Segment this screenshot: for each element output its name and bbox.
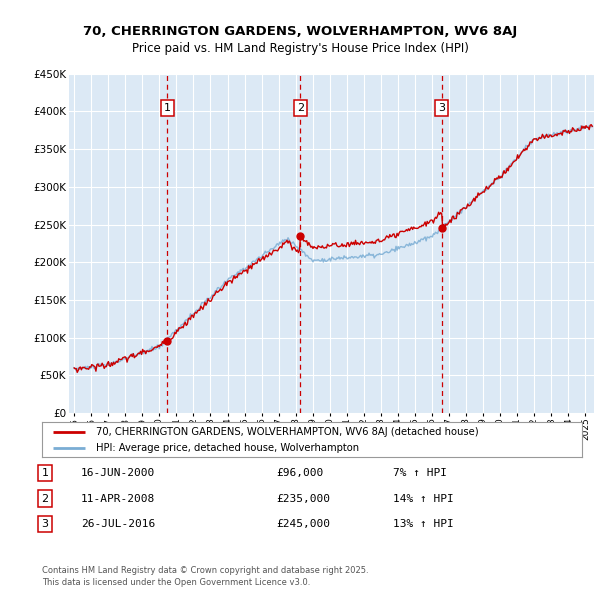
Text: £235,000: £235,000 [276,494,330,503]
Text: 70, CHERRINGTON GARDENS, WOLVERHAMPTON, WV6 8AJ (detached house): 70, CHERRINGTON GARDENS, WOLVERHAMPTON, … [96,427,479,437]
Text: £245,000: £245,000 [276,519,330,529]
Text: 14% ↑ HPI: 14% ↑ HPI [393,494,454,503]
Text: 26-JUL-2016: 26-JUL-2016 [81,519,155,529]
Text: 7% ↑ HPI: 7% ↑ HPI [393,468,447,478]
Text: 1: 1 [164,103,170,113]
Text: 3: 3 [438,103,445,113]
Text: 70, CHERRINGTON GARDENS, WOLVERHAMPTON, WV6 8AJ: 70, CHERRINGTON GARDENS, WOLVERHAMPTON, … [83,25,517,38]
Text: Price paid vs. HM Land Registry's House Price Index (HPI): Price paid vs. HM Land Registry's House … [131,42,469,55]
Text: HPI: Average price, detached house, Wolverhampton: HPI: Average price, detached house, Wolv… [96,444,359,453]
Text: 2: 2 [297,103,304,113]
Text: 16-JUN-2000: 16-JUN-2000 [81,468,155,478]
Text: Contains HM Land Registry data © Crown copyright and database right 2025.
This d: Contains HM Land Registry data © Crown c… [42,566,368,587]
Text: 11-APR-2008: 11-APR-2008 [81,494,155,503]
Text: £96,000: £96,000 [276,468,323,478]
Text: 3: 3 [41,519,49,529]
Text: 1: 1 [41,468,49,478]
Text: 13% ↑ HPI: 13% ↑ HPI [393,519,454,529]
Text: 2: 2 [41,494,49,503]
